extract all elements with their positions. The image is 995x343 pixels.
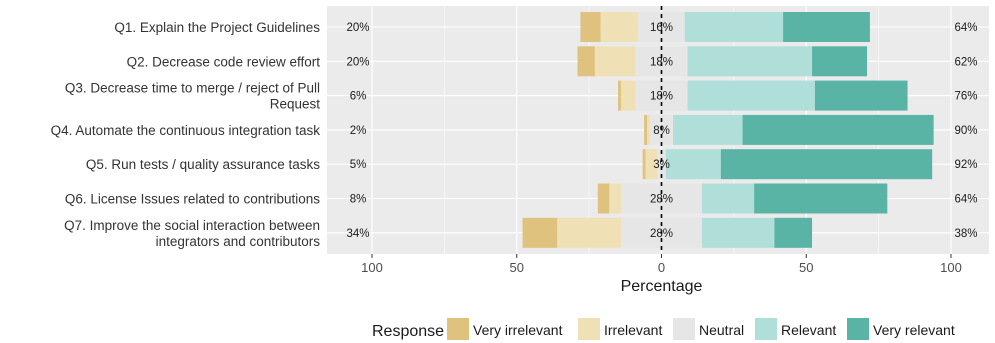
legend-swatch	[673, 318, 695, 340]
bar-relevant	[687, 46, 813, 77]
bar-very-relevant	[774, 217, 813, 248]
right-total-label: 38%	[954, 228, 977, 240]
bar-irrelevant	[620, 80, 636, 111]
question-labels: Q1. Explain the Project Guidelines Q2. De…	[51, 20, 321, 249]
question-label: Q6. License Issues related to contributi…	[65, 192, 320, 207]
question-label: Q5. Run tests / quality assurance tasks	[86, 157, 320, 172]
x-axis-title: Percentage	[621, 278, 703, 295]
bar-very-irrelevant	[522, 217, 558, 248]
bar-very-irrelevant	[597, 183, 610, 214]
bar-very-relevant	[783, 12, 870, 42]
x-tick-label: 100	[940, 260, 962, 275]
neutral-label: 18%	[650, 56, 673, 68]
percentage-labels: 20% 16% 64% 20% 18% 62% 6% 18% 76% 2% 8% 90% 5% 3% 92%…	[346, 22, 977, 240]
legend-swatch	[447, 318, 469, 340]
right-total-label: 64%	[954, 22, 977, 34]
bar-very-relevant	[720, 149, 933, 180]
bar-very-relevant	[742, 114, 934, 145]
bar-irrelevant	[594, 46, 636, 77]
bar-very-irrelevant	[642, 149, 646, 180]
question-label: Q2. Decrease code review effort	[127, 54, 321, 69]
bar-very-relevant	[812, 46, 868, 77]
bar-relevant	[684, 12, 784, 42]
legend: Response Very irrelevant Irrelevant Neutra…	[372, 318, 955, 340]
bar-relevant	[687, 80, 815, 111]
x-tick-label: 0	[658, 260, 665, 275]
x-tick-label: 100	[361, 260, 383, 275]
neutral-label: 28%	[650, 228, 673, 240]
right-total-label: 76%	[954, 91, 977, 103]
bar-very-irrelevant	[618, 80, 621, 111]
question-label: integrators and contributors	[156, 234, 321, 249]
bar-irrelevant	[609, 183, 621, 214]
neutral-label: 18%	[650, 91, 673, 103]
question-label: Q3. Decrease time to merge / reject of P…	[65, 81, 320, 96]
bar-relevant	[665, 149, 721, 180]
legend-label: Irrelevant	[604, 322, 662, 338]
left-total-label: 5%	[350, 159, 367, 171]
bar-relevant	[702, 183, 755, 214]
bar-relevant	[702, 217, 775, 248]
neutral-label: 8%	[653, 125, 670, 137]
question-label: Q4. Automate the continuous integration …	[51, 123, 321, 138]
bar-relevant	[673, 114, 743, 145]
legend-label: Neutral	[699, 322, 744, 338]
neutral-label: 3%	[653, 159, 670, 171]
bar-very-irrelevant	[577, 46, 595, 77]
right-total-label: 62%	[954, 56, 977, 68]
bar-irrelevant	[645, 149, 658, 180]
right-total-label: 90%	[954, 125, 977, 137]
left-total-label: 20%	[346, 56, 369, 68]
question-label: Q7. Improve the social interaction betwe…	[64, 218, 320, 233]
neutral-label: 16%	[650, 22, 673, 34]
left-total-label: 8%	[350, 194, 367, 206]
right-total-label: 92%	[954, 159, 977, 171]
bar-neutral	[657, 149, 666, 180]
right-total-label: 64%	[954, 194, 977, 206]
x-axis-ticks: 100 50 0 50 100	[361, 254, 962, 275]
legend-swatch	[847, 318, 869, 340]
left-total-label: 2%	[350, 125, 367, 137]
legend-label: Very relevant	[873, 322, 955, 338]
bar-irrelevant	[557, 217, 621, 248]
left-total-label: 6%	[350, 91, 367, 103]
left-total-label: 20%	[346, 22, 369, 34]
legend-label: Very irrelevant	[473, 322, 563, 338]
neutral-label: 28%	[650, 194, 673, 206]
bar-very-relevant	[754, 183, 888, 214]
question-label: Q1. Explain the Project Guidelines	[114, 20, 320, 35]
bar-very-relevant	[814, 80, 908, 111]
legend-label: Relevant	[781, 322, 836, 338]
x-tick-label: 50	[510, 260, 524, 275]
question-label: Request	[270, 97, 321, 112]
legend-swatch	[755, 318, 777, 340]
bar-stacks	[522, 12, 934, 248]
legend-title: Response	[372, 323, 444, 340]
x-tick-label: 50	[799, 260, 813, 275]
bar-irrelevant	[600, 12, 639, 42]
bar-very-irrelevant	[644, 114, 648, 145]
bar-very-irrelevant	[580, 12, 601, 42]
bar-irrelevant	[647, 114, 650, 145]
legend-swatch	[578, 318, 600, 340]
left-total-label: 34%	[346, 228, 369, 240]
